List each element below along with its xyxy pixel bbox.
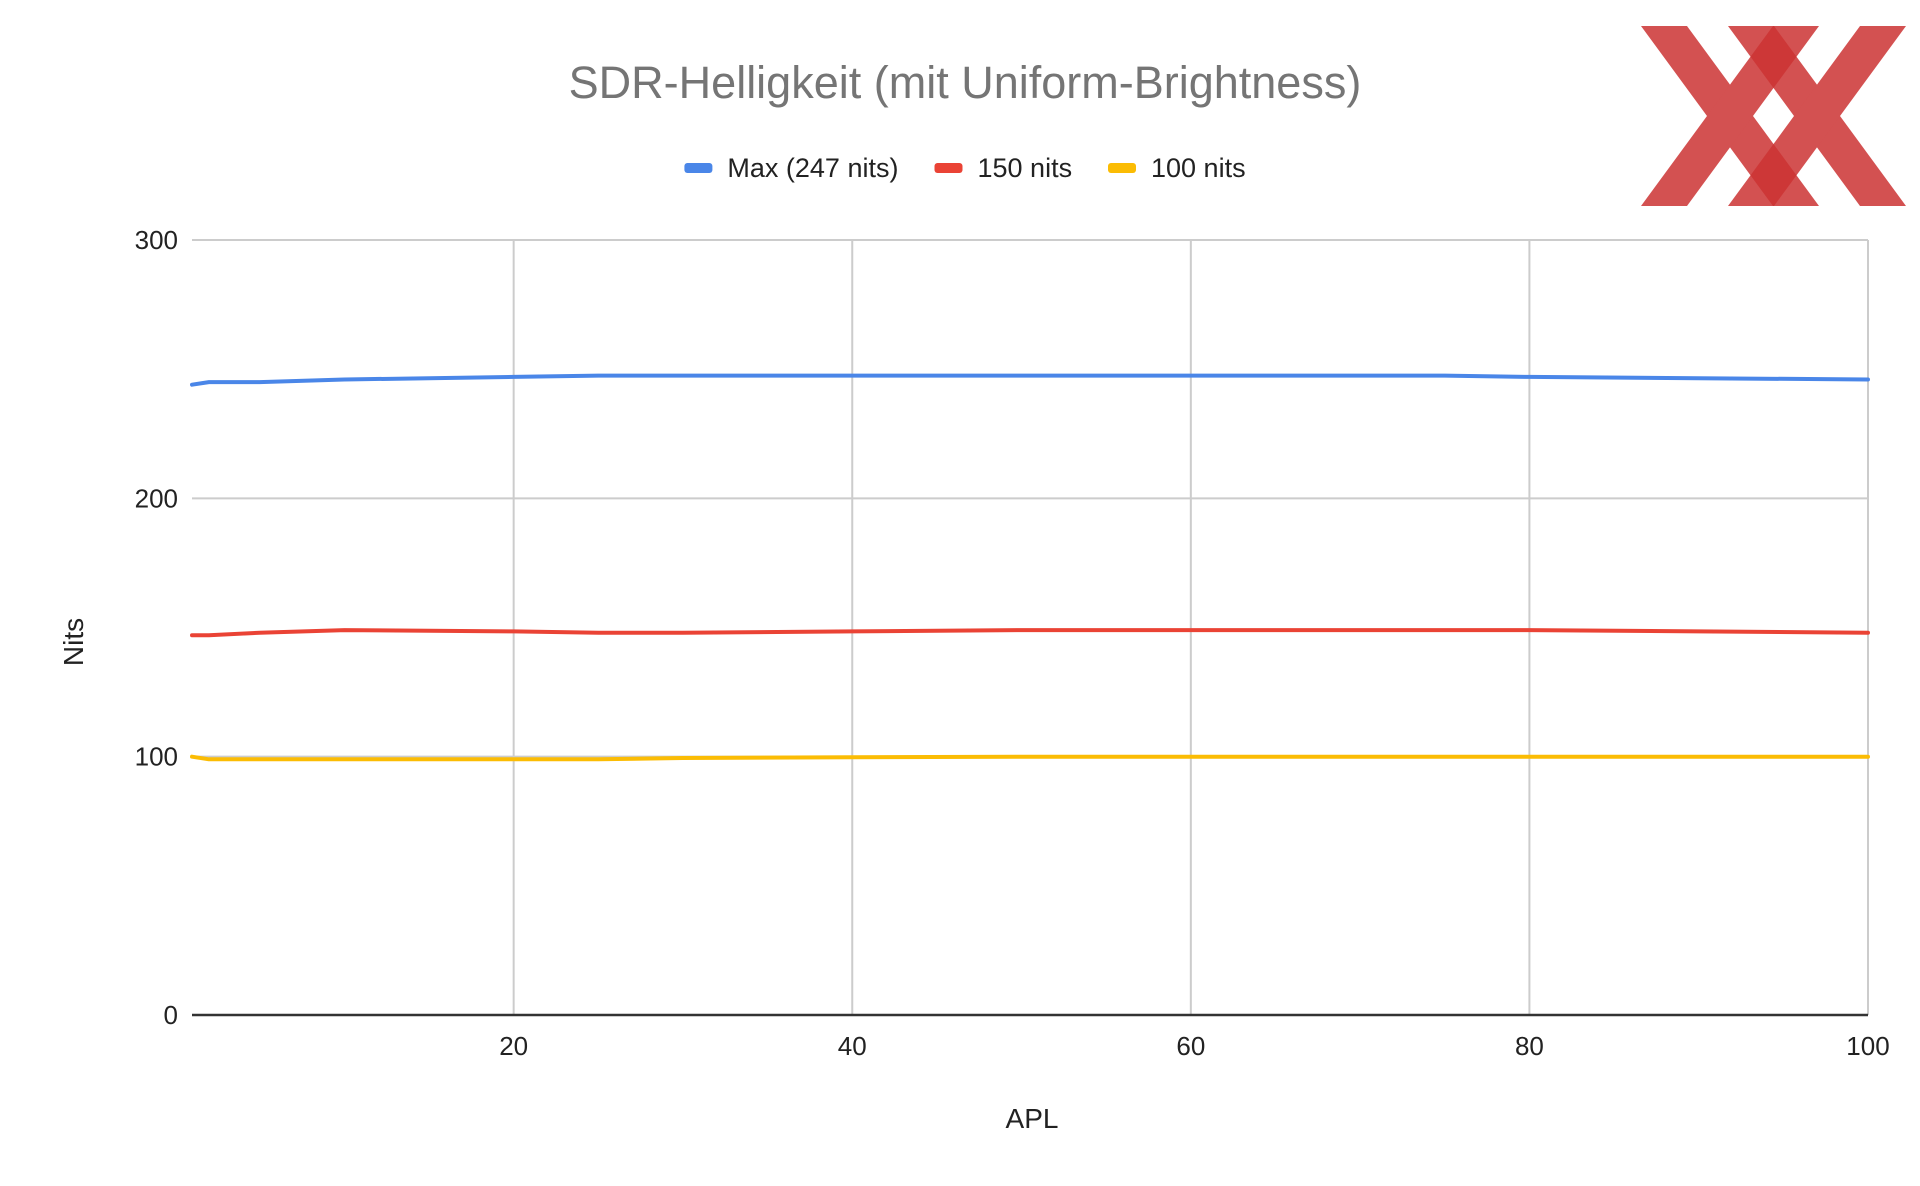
legend-label: Max (247 nits) (727, 153, 898, 183)
x-tick-label: 20 (499, 1031, 528, 1061)
x-axis-title: APL (1006, 1103, 1059, 1134)
grid (192, 239, 1869, 1015)
legend-item: Max (247 nits) (684, 153, 898, 183)
y-tick-label: 0 (164, 1000, 178, 1030)
legend-item: 100 nits (1108, 153, 1246, 183)
tick-labels: 0 100 200 300 20 40 60 80 100 (135, 225, 1890, 1061)
y-tick-label: 200 (135, 483, 178, 513)
hardwareluxx-logo (1641, 26, 1906, 206)
y-tick-label: 300 (135, 225, 178, 255)
x-tick-label: 100 (1846, 1031, 1889, 1061)
legend-item: 150 nits (934, 153, 1073, 183)
legend-swatch (934, 163, 963, 173)
legend-swatch (684, 163, 713, 173)
series-line-1 (190, 373, 1870, 387)
y-tick-label: 100 (135, 742, 178, 772)
legend-label: 100 nits (1151, 153, 1246, 183)
logo-x-mark (1728, 26, 1906, 206)
x-tick-label: 60 (1176, 1031, 1205, 1061)
x-tick-label: 40 (838, 1031, 867, 1061)
legend: Max (247 nits) 150 nits 100 nits (684, 153, 1246, 183)
x-tick-label: 80 (1515, 1031, 1544, 1061)
chart-title: SDR-Helligkeit (mit Uniform-Brightness) (569, 57, 1362, 108)
legend-label: 150 nits (978, 153, 1073, 183)
legend-swatch (1108, 163, 1136, 173)
series-line-2 (190, 628, 1870, 638)
y-axis-title: Nits (58, 618, 89, 666)
series-line-3 (190, 754, 1870, 762)
series-layer (190, 373, 1870, 762)
